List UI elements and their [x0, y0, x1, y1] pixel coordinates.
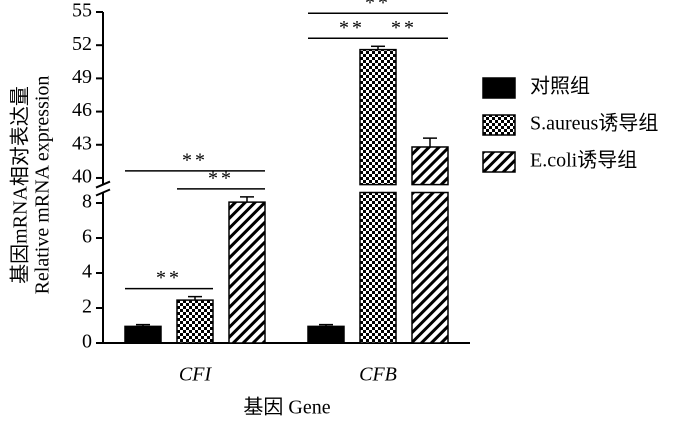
legend-label: E.coli诱导组	[530, 149, 637, 172]
y-axis-label: Relative mRNA expression	[32, 76, 54, 295]
bar	[411, 146, 449, 186]
bar	[176, 299, 214, 344]
bar	[359, 191, 397, 344]
y-tick-label: 55	[72, 0, 92, 22]
legend-label: 对照组	[530, 75, 590, 98]
significance-label: **	[339, 17, 365, 39]
legend-swatch	[482, 114, 516, 136]
y-tick-label: 52	[72, 33, 92, 55]
x-axis-label: 基因 Gene	[243, 396, 330, 419]
y-tick-label: 2	[82, 296, 92, 318]
y-tick-label: 43	[72, 132, 92, 154]
legend-swatch	[482, 77, 516, 99]
significance-label: **	[156, 267, 182, 289]
x-tick-label: CFI	[179, 364, 213, 386]
significance-label: **	[182, 149, 208, 171]
legend-label: S.aureus诱导组	[530, 112, 658, 135]
legend-swatch	[482, 151, 516, 173]
y-tick-label: 4	[82, 261, 92, 283]
axis-break	[95, 180, 111, 189]
bar	[307, 325, 345, 344]
y-tick-label: 0	[82, 331, 92, 353]
y-axis-label: 基因mRNA相对表达量	[9, 86, 32, 284]
y-tick-label: 8	[82, 191, 92, 213]
bar	[124, 325, 162, 344]
axis-break	[95, 188, 111, 197]
x-tick-label: CFB	[359, 364, 397, 386]
bar	[228, 201, 266, 344]
bar	[359, 48, 397, 186]
significance-label: **	[391, 17, 417, 39]
significance-label: **	[208, 167, 234, 189]
bar	[411, 191, 449, 344]
y-tick-label: 40	[72, 166, 92, 188]
significance-label: **	[365, 0, 391, 14]
y-tick-label: 49	[72, 66, 92, 88]
y-tick-label: 46	[72, 99, 92, 121]
y-tick-label: 6	[82, 226, 92, 248]
